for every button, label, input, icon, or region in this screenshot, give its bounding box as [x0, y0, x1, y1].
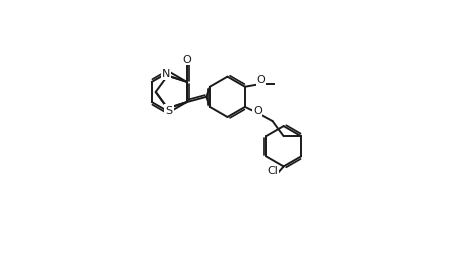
Text: N: N — [162, 69, 170, 79]
Text: O: O — [257, 75, 266, 85]
Text: O: O — [253, 106, 262, 116]
Text: O: O — [182, 55, 191, 65]
Text: N: N — [165, 105, 173, 115]
Text: S: S — [165, 106, 172, 116]
Text: Cl: Cl — [267, 166, 278, 177]
